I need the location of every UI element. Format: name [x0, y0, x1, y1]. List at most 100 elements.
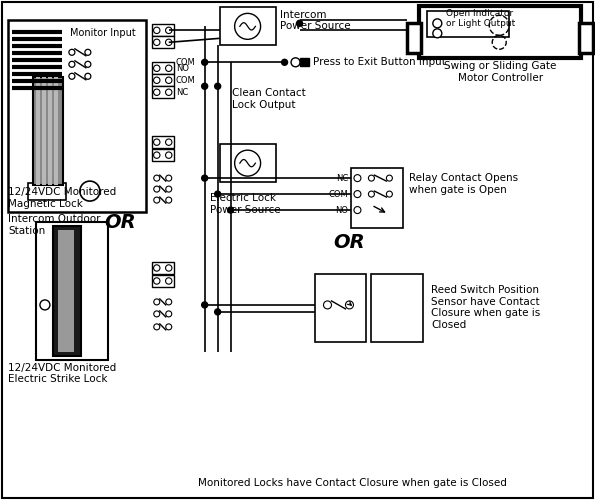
Circle shape: [154, 311, 160, 317]
Circle shape: [215, 191, 221, 197]
Bar: [42, 78, 46, 185]
Bar: [427, 12, 509, 38]
Circle shape: [386, 191, 392, 197]
Circle shape: [166, 152, 172, 158]
Circle shape: [166, 39, 172, 46]
Circle shape: [346, 301, 353, 309]
Bar: [152, 36, 173, 48]
Circle shape: [201, 175, 207, 181]
Bar: [152, 74, 173, 86]
Circle shape: [386, 175, 392, 181]
Circle shape: [166, 278, 172, 284]
Text: Open Indicator
or Light Output: Open Indicator or Light Output: [446, 8, 516, 28]
Circle shape: [281, 60, 287, 66]
Bar: [36, 222, 108, 360]
Bar: [33, 78, 63, 185]
Circle shape: [69, 62, 75, 68]
Text: COM: COM: [329, 190, 349, 198]
Bar: [220, 144, 275, 182]
Bar: [152, 62, 173, 74]
Circle shape: [154, 324, 160, 330]
Circle shape: [324, 301, 331, 309]
Circle shape: [297, 20, 303, 26]
Circle shape: [85, 62, 91, 68]
Circle shape: [154, 77, 160, 84]
Circle shape: [154, 89, 160, 96]
Circle shape: [166, 175, 172, 181]
Circle shape: [69, 74, 75, 80]
Text: Press to Exit Button Input: Press to Exit Button Input: [312, 58, 445, 68]
Circle shape: [154, 65, 160, 71]
Circle shape: [80, 181, 100, 201]
Text: NC: NC: [176, 88, 188, 96]
Bar: [58, 230, 74, 352]
Circle shape: [154, 139, 160, 145]
Text: OR: OR: [104, 212, 136, 232]
Text: Reed Switch Position
Sensor have Contact
Closure when gate is
Closed: Reed Switch Position Sensor have Contact…: [432, 285, 541, 330]
Circle shape: [166, 27, 172, 34]
Text: Intercom Outdoor
Station: Intercom Outdoor Station: [8, 214, 101, 236]
Text: COM: COM: [176, 58, 195, 67]
Circle shape: [433, 19, 442, 28]
Text: Swing or Sliding Gate
Motor Controller: Swing or Sliding Gate Motor Controller: [444, 62, 557, 83]
Bar: [371, 274, 423, 342]
Circle shape: [354, 190, 361, 198]
Circle shape: [154, 152, 160, 158]
Circle shape: [201, 60, 207, 66]
Bar: [53, 226, 81, 356]
Text: COM: COM: [176, 76, 195, 85]
Text: NC: NC: [336, 174, 349, 182]
Circle shape: [201, 302, 207, 308]
Circle shape: [154, 27, 160, 34]
Circle shape: [235, 14, 260, 40]
Circle shape: [235, 150, 260, 176]
Bar: [152, 86, 173, 98]
Text: Monitor Input: Monitor Input: [70, 28, 136, 38]
Bar: [48, 78, 52, 185]
Circle shape: [166, 77, 172, 84]
Circle shape: [368, 191, 374, 197]
Circle shape: [354, 174, 361, 182]
Circle shape: [354, 206, 361, 214]
Circle shape: [228, 207, 234, 213]
Circle shape: [85, 50, 91, 56]
Text: NO: NO: [336, 206, 349, 214]
Circle shape: [433, 29, 442, 38]
Circle shape: [154, 278, 160, 284]
Circle shape: [85, 74, 91, 80]
Bar: [36, 78, 40, 185]
Text: 12/24VDC Monitored
Magnetic Lock: 12/24VDC Monitored Magnetic Lock: [8, 187, 116, 208]
Circle shape: [166, 89, 172, 96]
Bar: [315, 274, 367, 342]
Circle shape: [154, 175, 160, 181]
Circle shape: [154, 299, 160, 305]
Bar: [152, 275, 173, 287]
Text: OR: OR: [334, 232, 365, 252]
Text: Electric Lock
Power Source: Electric Lock Power Source: [210, 193, 280, 214]
Circle shape: [166, 311, 172, 317]
Bar: [152, 149, 173, 161]
Circle shape: [166, 197, 172, 203]
Circle shape: [166, 299, 172, 305]
Circle shape: [154, 39, 160, 46]
Bar: [54, 78, 58, 185]
Text: Intercom
Power Source: Intercom Power Source: [280, 10, 350, 31]
Bar: [579, 24, 593, 54]
Bar: [220, 8, 275, 46]
Text: 12/24VDC Monitored
Electric Strike Lock: 12/24VDC Monitored Electric Strike Lock: [8, 363, 116, 384]
Bar: [152, 24, 173, 36]
Circle shape: [166, 65, 172, 71]
Circle shape: [166, 139, 172, 145]
Bar: [8, 20, 146, 212]
Bar: [408, 24, 421, 54]
Text: NO: NO: [176, 64, 189, 73]
Text: Monitored Locks have Contact Closure when gate is Closed: Monitored Locks have Contact Closure whe…: [198, 478, 507, 488]
Bar: [300, 58, 309, 66]
Text: Clean Contact
Lock Output: Clean Contact Lock Output: [232, 88, 305, 110]
Bar: [420, 6, 581, 59]
Text: Relay Contact Opens
when gate is Open: Relay Contact Opens when gate is Open: [409, 173, 519, 195]
Circle shape: [69, 50, 75, 56]
Circle shape: [291, 58, 300, 67]
Circle shape: [166, 265, 172, 271]
Circle shape: [215, 84, 221, 89]
